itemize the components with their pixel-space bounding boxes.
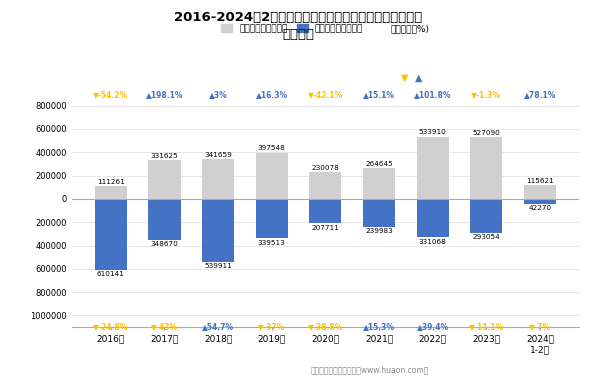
Text: 42270: 42270 (528, 205, 552, 211)
Text: ▼-42.1%: ▼-42.1% (307, 90, 343, 99)
Text: ▼-54.2%: ▼-54.2% (93, 90, 128, 99)
Text: 331068: 331068 (418, 239, 447, 245)
Text: 339513: 339513 (258, 240, 285, 246)
Text: ▲: ▲ (415, 73, 423, 83)
Text: 348670: 348670 (150, 241, 179, 247)
Text: ▲78.1%: ▲78.1% (524, 90, 556, 99)
Text: ▲3%: ▲3% (209, 90, 227, 99)
Text: ▼-11.1%: ▼-11.1% (469, 322, 504, 331)
Text: 264645: 264645 (365, 161, 393, 167)
Text: ▼: ▼ (401, 73, 409, 83)
Text: ▲101.8%: ▲101.8% (414, 90, 451, 99)
Bar (309, 199, 341, 223)
Text: 230078: 230078 (312, 165, 339, 171)
Bar (256, 153, 288, 199)
Text: ▲39.4%: ▲39.4% (417, 322, 449, 331)
Text: ▼-1.3%: ▼-1.3% (471, 90, 501, 99)
Bar (363, 168, 395, 199)
Bar (309, 172, 341, 199)
Text: 制图：华经产业研究院（www.huaon.com）: 制图：华经产业研究院（www.huaon.com） (311, 365, 429, 374)
Text: ▲54.7%: ▲54.7% (202, 322, 234, 331)
Legend: 出口总额（万美元）, 进口总额（万美元）, 同比增速（%): 出口总额（万美元）, 进口总额（万美元）, 同比增速（%) (221, 24, 429, 33)
Bar (95, 186, 127, 199)
Bar (148, 199, 180, 240)
Bar (148, 160, 180, 199)
Text: ▼-24.8%: ▼-24.8% (93, 322, 128, 331)
Text: 610141: 610141 (97, 271, 125, 277)
Text: 539911: 539911 (204, 263, 232, 269)
Text: ▲15.1%: ▲15.1% (363, 90, 395, 99)
Text: ▼-7%: ▼-7% (529, 322, 551, 331)
Text: ▼-37%: ▼-37% (258, 322, 285, 331)
Bar (524, 199, 556, 204)
Text: 111261: 111261 (97, 179, 125, 185)
Bar (470, 199, 503, 233)
Text: 115621: 115621 (526, 178, 554, 184)
Bar (256, 199, 288, 238)
Text: 2016-2024年2月海南省并经济特区外商投资企业进、出口
额统计图: 2016-2024年2月海南省并经济特区外商投资企业进、出口 额统计图 (174, 11, 423, 41)
Text: 293054: 293054 (472, 235, 500, 241)
Text: 341659: 341659 (204, 152, 232, 158)
Text: ▲16.3%: ▲16.3% (256, 90, 288, 99)
Bar (524, 185, 556, 199)
Bar (417, 199, 449, 238)
Bar (470, 138, 503, 199)
Text: 331625: 331625 (150, 153, 179, 159)
Bar (363, 199, 395, 227)
Text: 239983: 239983 (365, 228, 393, 234)
Text: 533910: 533910 (418, 129, 447, 135)
Bar (202, 199, 234, 262)
Text: ▼-38.8%: ▼-38.8% (307, 322, 343, 331)
Text: 207711: 207711 (312, 224, 339, 230)
Bar (202, 159, 234, 199)
Text: ▼-43%: ▼-43% (151, 322, 178, 331)
Text: ▲198.1%: ▲198.1% (146, 90, 183, 99)
Text: 397548: 397548 (258, 145, 285, 151)
Text: ▲15.3%: ▲15.3% (363, 322, 395, 331)
Bar (95, 199, 127, 270)
Text: 527090: 527090 (472, 130, 500, 136)
Bar (417, 136, 449, 199)
